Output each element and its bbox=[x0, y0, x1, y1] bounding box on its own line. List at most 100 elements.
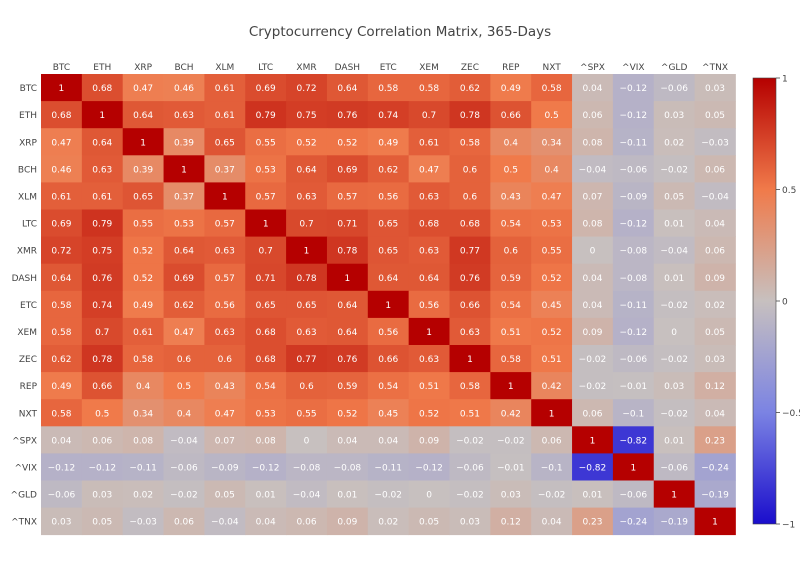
heatmap-cell-ZEC-ETH[interactable] bbox=[81, 345, 124, 373]
heatmap-cell-^GLD-REP[interactable] bbox=[490, 480, 532, 509]
heatmap-cell-XMR-NXT[interactable] bbox=[531, 236, 573, 265]
heatmap-cell-ETC-XRP[interactable] bbox=[122, 290, 164, 319]
heatmap-cell-NXT-BCH[interactable] bbox=[163, 399, 205, 427]
heatmap-cell-^TNX-^VIX[interactable] bbox=[612, 507, 655, 536]
heatmap-cell-REP-LTC[interactable] bbox=[245, 372, 287, 400]
heatmap-cell-XMR-XLM[interactable] bbox=[204, 236, 246, 265]
heatmap-cell-ETC-LTC[interactable] bbox=[245, 290, 287, 319]
heatmap-cell-REP-XEM[interactable] bbox=[408, 372, 450, 400]
heatmap-cell-^SPX-^SPX[interactable] bbox=[572, 426, 614, 454]
heatmap-cell-BTC-^VIX[interactable] bbox=[612, 74, 655, 102]
heatmap-cell-BTC-^GLD[interactable] bbox=[653, 74, 695, 102]
heatmap-cell-^VIX-^VIX[interactable] bbox=[612, 453, 655, 481]
heatmap-cell-NXT-ETC[interactable] bbox=[367, 399, 410, 427]
heatmap-cell-^SPX-^VIX[interactable] bbox=[612, 426, 655, 454]
heatmap-cell-ETC-^SPX[interactable] bbox=[572, 290, 614, 319]
heatmap-cell-XRP-^VIX[interactable] bbox=[612, 128, 655, 156]
heatmap-cell-XEM-XLM[interactable] bbox=[204, 317, 246, 346]
heatmap-cell-ZEC-XRP[interactable] bbox=[122, 345, 164, 373]
heatmap-cell-LTC-XMR[interactable] bbox=[286, 209, 328, 238]
heatmap-cell-ETC-^TNX[interactable] bbox=[694, 290, 736, 319]
heatmap-cell-DASH-XMR[interactable] bbox=[286, 263, 328, 292]
heatmap-cell-^GLD-ZEC[interactable] bbox=[449, 480, 491, 509]
heatmap-cell-XRP-REP[interactable] bbox=[490, 128, 532, 156]
heatmap-cell-XRP-^SPX[interactable] bbox=[572, 128, 614, 156]
heatmap-cell-^SPX-BCH[interactable] bbox=[163, 426, 205, 454]
heatmap-cell-BTC-^SPX[interactable] bbox=[572, 74, 614, 102]
heatmap-cell-^SPX-XRP[interactable] bbox=[122, 426, 164, 454]
heatmap-cell-^TNX-LTC[interactable] bbox=[245, 507, 287, 536]
heatmap-cell-BCH-BTC[interactable] bbox=[41, 155, 83, 183]
heatmap-cell-BTC-XMR[interactable] bbox=[286, 74, 328, 102]
heatmap-cell-ETC-REP[interactable] bbox=[490, 290, 532, 319]
heatmap-cell-^VIX-ETC[interactable] bbox=[367, 453, 410, 481]
heatmap-cell-DASH-DASH[interactable] bbox=[326, 263, 369, 292]
heatmap-cell-^TNX-ETH[interactable] bbox=[81, 507, 124, 536]
heatmap-cell-XMR-BCH[interactable] bbox=[163, 236, 205, 265]
heatmap-cell-ETC-DASH[interactable] bbox=[326, 290, 369, 319]
heatmap-cell-ETC-BCH[interactable] bbox=[163, 290, 205, 319]
heatmap-cell-ZEC-XMR[interactable] bbox=[286, 345, 328, 373]
heatmap-cell-ZEC-NXT[interactable] bbox=[531, 345, 573, 373]
heatmap-cell-XLM-XEM[interactable] bbox=[408, 182, 450, 210]
heatmap-cell-ETC-ETH[interactable] bbox=[81, 290, 124, 319]
heatmap-cell-REP-^VIX[interactable] bbox=[612, 372, 655, 400]
heatmap-cell-ZEC-XEM[interactable] bbox=[408, 345, 450, 373]
heatmap-cell-^SPX-LTC[interactable] bbox=[245, 426, 287, 454]
heatmap-cell-ETC-BTC[interactable] bbox=[41, 290, 83, 319]
heatmap-cell-DASH-XEM[interactable] bbox=[408, 263, 450, 292]
heatmap-cell-ETH-XEM[interactable] bbox=[408, 101, 450, 129]
heatmap-cell-^SPX-^GLD[interactable] bbox=[653, 426, 695, 454]
heatmap-cell-^VIX-BTC[interactable] bbox=[41, 453, 83, 481]
heatmap-cell-REP-BCH[interactable] bbox=[163, 372, 205, 400]
heatmap-cell-^SPX-^TNX[interactable] bbox=[694, 426, 736, 454]
heatmap-cell-^TNX-XLM[interactable] bbox=[204, 507, 246, 536]
heatmap-cell-NXT-ETH[interactable] bbox=[81, 399, 124, 427]
heatmap-cell-XLM-NXT[interactable] bbox=[531, 182, 573, 210]
heatmap-cell-XLM-^VIX[interactable] bbox=[612, 182, 655, 210]
heatmap-cell-BTC-BTC[interactable] bbox=[41, 74, 83, 102]
heatmap-cell-^GLD-^SPX[interactable] bbox=[572, 480, 614, 509]
heatmap-cell-XLM-ETC[interactable] bbox=[367, 182, 410, 210]
heatmap-cell-ZEC-REP[interactable] bbox=[490, 345, 532, 373]
heatmap-cell-ETH-^SPX[interactable] bbox=[572, 101, 614, 129]
heatmap-cell-DASH-ZEC[interactable] bbox=[449, 263, 491, 292]
heatmap-cell-ZEC-XLM[interactable] bbox=[204, 345, 246, 373]
heatmap-cell-LTC-BTC[interactable] bbox=[41, 209, 83, 238]
heatmap-cell-BCH-NXT[interactable] bbox=[531, 155, 573, 183]
heatmap-cell-BCH-ZEC[interactable] bbox=[449, 155, 491, 183]
heatmap-cell-BCH-XEM[interactable] bbox=[408, 155, 450, 183]
heatmap-cell-LTC-XEM[interactable] bbox=[408, 209, 450, 238]
heatmap-cell-^VIX-XLM[interactable] bbox=[204, 453, 246, 481]
heatmap-cell-DASH-LTC[interactable] bbox=[245, 263, 287, 292]
heatmap-cell-BCH-^GLD[interactable] bbox=[653, 155, 695, 183]
heatmap-cell-^SPX-XEM[interactable] bbox=[408, 426, 450, 454]
heatmap-cell-REP-DASH[interactable] bbox=[326, 372, 369, 400]
heatmap-cell-BCH-ETC[interactable] bbox=[367, 155, 410, 183]
heatmap-cell-ETC-XLM[interactable] bbox=[204, 290, 246, 319]
heatmap-cell-LTC-ETH[interactable] bbox=[81, 209, 124, 238]
heatmap-cell-ZEC-^SPX[interactable] bbox=[572, 345, 614, 373]
heatmap-cell-XEM-REP[interactable] bbox=[490, 317, 532, 346]
heatmap-cell-^SPX-ETH[interactable] bbox=[81, 426, 124, 454]
heatmap-cell-DASH-^SPX[interactable] bbox=[572, 263, 614, 292]
heatmap-cell-DASH-ETC[interactable] bbox=[367, 263, 410, 292]
heatmap-cell-^TNX-BCH[interactable] bbox=[163, 507, 205, 536]
heatmap-cell-XLM-ETH[interactable] bbox=[81, 182, 124, 210]
heatmap-cell-^TNX-^GLD[interactable] bbox=[653, 507, 695, 536]
heatmap-cell-REP-XLM[interactable] bbox=[204, 372, 246, 400]
heatmap-cell-DASH-XLM[interactable] bbox=[204, 263, 246, 292]
heatmap-cell-XEM-LTC[interactable] bbox=[245, 317, 287, 346]
heatmap-cell-^GLD-ETH[interactable] bbox=[81, 480, 124, 509]
heatmap-cell-REP-^TNX[interactable] bbox=[694, 372, 736, 400]
heatmap-cell-^TNX-XMR[interactable] bbox=[286, 507, 328, 536]
heatmap-cell-^TNX-ETC[interactable] bbox=[367, 507, 410, 536]
heatmap-cell-XMR-REP[interactable] bbox=[490, 236, 532, 265]
heatmap-cell-^GLD-XLM[interactable] bbox=[204, 480, 246, 509]
heatmap-cell-XMR-XRP[interactable] bbox=[122, 236, 164, 265]
heatmap-cell-ETH-LTC[interactable] bbox=[245, 101, 287, 129]
heatmap-cell-NXT-XEM[interactable] bbox=[408, 399, 450, 427]
heatmap-cell-ETH-ZEC[interactable] bbox=[449, 101, 491, 129]
heatmap-cell-ETC-ZEC[interactable] bbox=[449, 290, 491, 319]
heatmap-cell-XMR-ETC[interactable] bbox=[367, 236, 410, 265]
